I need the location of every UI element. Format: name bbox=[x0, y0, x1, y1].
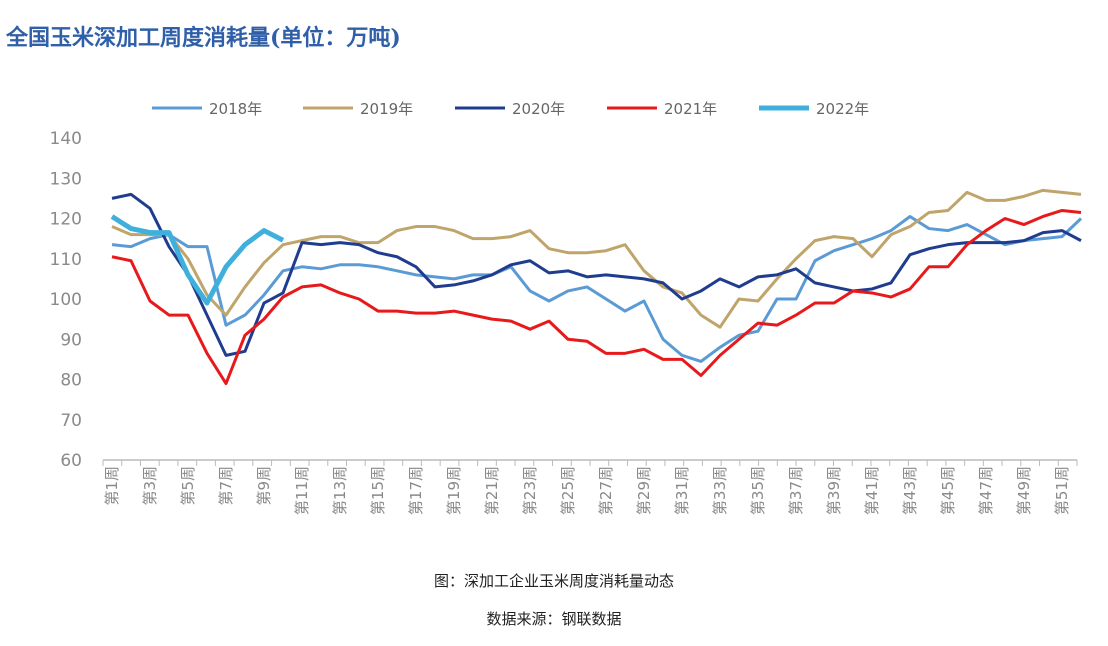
x-tick-label: 第13周 bbox=[331, 466, 349, 515]
y-tick-label: 120 bbox=[50, 210, 82, 230]
legend-label: 2020年 bbox=[512, 100, 565, 118]
series-line-2022年 bbox=[110, 214, 285, 306]
y-tick-label: 70 bbox=[60, 411, 82, 431]
data-source: 数据来源：钢联数据 bbox=[486, 610, 622, 628]
y-tick-label: 100 bbox=[50, 290, 82, 310]
y-tick-label: 60 bbox=[60, 451, 82, 471]
x-tick-label: 第51周 bbox=[1053, 466, 1071, 515]
x-tick-label: 第1周 bbox=[103, 466, 121, 506]
x-tick-label: 第47周 bbox=[977, 466, 995, 515]
series-line-2018年 bbox=[111, 214, 1083, 363]
x-tick-label: 第3周 bbox=[141, 466, 159, 506]
figure-caption: 图：深加工企业玉米周度消耗量动态 bbox=[433, 572, 674, 590]
x-tick-label: 第27周 bbox=[597, 466, 615, 515]
y-tick-label: 110 bbox=[50, 250, 82, 270]
y-tick-label: 80 bbox=[60, 371, 82, 391]
series-lines bbox=[110, 188, 1083, 386]
legend: 2018年 2019年 2020年 2021年 2022年 bbox=[152, 100, 869, 118]
x-tick-label: 第49周 bbox=[1015, 466, 1033, 515]
x-tick-label: 第39周 bbox=[825, 466, 843, 515]
x-tick-label: 第5周 bbox=[179, 466, 197, 506]
x-tick-label: 第43周 bbox=[901, 466, 919, 515]
x-tick-label: 第31周 bbox=[673, 466, 691, 515]
x-tick-label: 第9周 bbox=[255, 466, 273, 506]
series-line-2020年 bbox=[111, 192, 1082, 357]
series-line-2021年 bbox=[111, 208, 1082, 386]
y-tick-label: 140 bbox=[50, 129, 82, 149]
x-tick-label: 第21周 bbox=[483, 466, 501, 515]
x-tick-label: 第19周 bbox=[445, 466, 463, 515]
x-tick-label: 第37周 bbox=[787, 466, 805, 515]
y-tick-label: 90 bbox=[60, 330, 82, 350]
legend-label: 2018年 bbox=[209, 100, 262, 118]
series-line-2019年 bbox=[111, 188, 1082, 329]
x-tick-label: 第17周 bbox=[407, 466, 425, 515]
x-tick-label: 第25周 bbox=[559, 466, 577, 515]
y-tick-label: 130 bbox=[50, 169, 82, 189]
x-tick-label: 第29周 bbox=[635, 466, 653, 515]
x-tick-label: 第15周 bbox=[369, 466, 387, 515]
x-tick-label: 第35周 bbox=[749, 466, 767, 515]
x-tick-label: 第7周 bbox=[217, 466, 235, 506]
x-tick-label: 第41周 bbox=[863, 466, 881, 515]
x-tick-label: 第45周 bbox=[939, 466, 957, 515]
x-tick-label: 第33周 bbox=[711, 466, 729, 515]
x-tick-label: 第11周 bbox=[293, 466, 311, 515]
legend-label: 2022年 bbox=[816, 100, 869, 118]
chart-title: 全国玉米深加工周度消耗量(单位：万吨) bbox=[6, 25, 401, 51]
legend-label: 2019年 bbox=[360, 100, 413, 118]
axes: 60 70 80 90 100 110 120 130 140 第1周 第3周 第5周 第7周 第9周 第1… bbox=[50, 129, 1078, 515]
legend-label: 2021年 bbox=[664, 100, 717, 118]
x-tick-label: 第23周 bbox=[521, 466, 539, 515]
